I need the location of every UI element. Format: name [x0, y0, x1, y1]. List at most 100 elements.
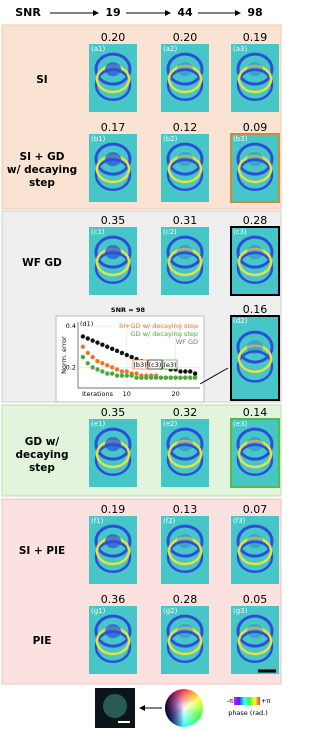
ring	[236, 251, 274, 285]
point	[109, 346, 115, 352]
snr-value: 98	[247, 6, 262, 19]
error-value: 0.20	[101, 31, 126, 44]
panel-label: (c3)	[233, 228, 247, 236]
error-value: 0.12	[173, 121, 198, 134]
core	[177, 534, 193, 549]
panel-label: (e2)	[163, 420, 177, 428]
panel-label: (a1)	[91, 45, 105, 53]
point	[119, 369, 125, 374]
ring	[236, 524, 274, 558]
point	[192, 371, 198, 376]
error-value: 0.07	[243, 503, 268, 516]
panel-label: (c1)	[91, 228, 105, 236]
core	[247, 245, 263, 260]
ring	[166, 251, 204, 285]
core	[105, 245, 121, 260]
inset-title: SNR = 98	[111, 306, 146, 314]
ring	[166, 614, 204, 648]
error-value: 0.35	[101, 214, 126, 227]
error-value: 0.31	[173, 214, 198, 227]
ring	[237, 626, 273, 656]
point	[100, 361, 105, 366]
ring	[167, 64, 203, 94]
legend-entry: SI+GD w/ decaying step	[119, 322, 198, 330]
panel-label: (a2)	[163, 45, 177, 53]
row-label: step	[29, 462, 55, 474]
marker-box	[132, 359, 148, 370]
error-value: 0.19	[101, 503, 126, 516]
panel-label: (b2)	[163, 135, 178, 143]
colorbar-label: phase (rad.)	[228, 709, 268, 717]
core	[177, 437, 193, 452]
ring	[167, 536, 203, 566]
ring	[237, 344, 273, 373]
ring	[94, 235, 132, 269]
error-value: 0.28	[243, 214, 268, 227]
core	[177, 624, 193, 639]
y-axis-label: Norm. error	[60, 336, 68, 374]
point	[183, 369, 188, 374]
point	[158, 375, 164, 380]
row-label: decaying	[15, 449, 68, 461]
ring	[236, 540, 274, 574]
panel-label: (g3)	[233, 607, 248, 615]
point	[149, 375, 154, 380]
figure-svg: SNR 19 44 98 0 1 -π +π phase (rad.) SI0.…	[1, 6, 282, 728]
error-value: 0.09	[243, 121, 268, 134]
error-value: 0.28	[173, 593, 198, 606]
point	[80, 354, 86, 360]
point	[114, 348, 120, 354]
panel-label: (d2)	[233, 317, 248, 325]
core	[247, 437, 263, 452]
point	[124, 369, 129, 374]
colorbar-min: -π	[227, 697, 233, 705]
marker-box	[162, 359, 178, 370]
ring	[94, 524, 132, 558]
y-tick-label: 0.4	[66, 322, 76, 330]
marker-label: (e3)	[163, 361, 176, 369]
ring	[236, 443, 274, 477]
row-label: SI	[36, 74, 47, 86]
point	[188, 375, 193, 380]
row-label: step	[29, 177, 55, 189]
y-tick-label: 0.2	[66, 363, 76, 371]
error-value: 0.05	[243, 593, 268, 606]
ring	[236, 235, 274, 269]
panel-label: (b1)	[91, 135, 106, 143]
core	[105, 534, 121, 549]
ring	[236, 158, 274, 192]
point	[124, 373, 129, 378]
x-tick-label: 20	[171, 390, 179, 398]
ring	[237, 536, 273, 566]
x-tick-label: 10	[123, 390, 131, 398]
point	[109, 371, 115, 376]
point	[85, 361, 90, 366]
panel-label: (b3)	[233, 135, 248, 143]
point	[90, 365, 95, 370]
point	[85, 336, 90, 341]
core	[105, 624, 121, 639]
marker-label: (b3)	[133, 361, 146, 369]
point	[139, 375, 144, 380]
legend-entry: GD w/ decaying step	[131, 330, 198, 338]
point	[105, 344, 110, 349]
error-value: 0.14	[243, 406, 268, 419]
error-value: 0.20	[173, 31, 198, 44]
panel-label: (f3)	[233, 517, 246, 525]
ring	[236, 350, 274, 383]
row-label: WF GD	[22, 257, 62, 269]
core	[105, 437, 121, 452]
marker-label: (c3)	[149, 361, 162, 369]
panel-label: (f2)	[163, 517, 176, 525]
point	[119, 350, 125, 356]
point	[80, 344, 86, 349]
point	[183, 375, 188, 380]
panel-label: (e1)	[91, 420, 105, 428]
point	[100, 342, 105, 347]
point	[192, 375, 198, 380]
row-label: SI + GD	[20, 151, 65, 163]
core	[177, 62, 193, 77]
point	[100, 369, 105, 374]
point	[95, 367, 100, 372]
panel-label: (c2)	[163, 228, 177, 236]
